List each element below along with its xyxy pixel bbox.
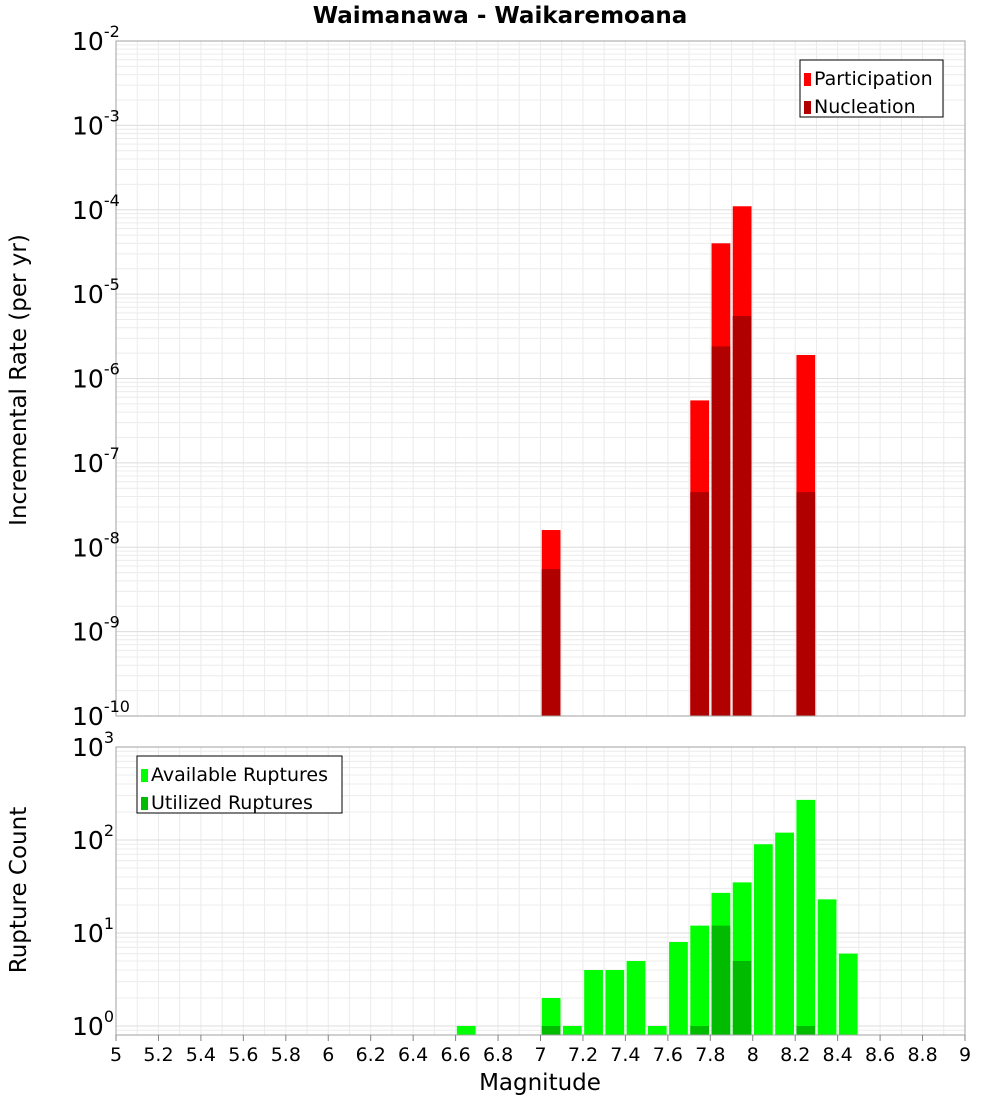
x-tick-label: 8 [747,1044,759,1066]
bar-nucleation [796,492,816,716]
bar-available-ruptures [584,969,603,1035]
bar-available-ruptures [626,960,646,1035]
bar-nucleation [732,316,752,716]
rate-y-ticks: 10-2 10-3 10-4 10-5 10-6 10-7 10-8 10-9 10-10 [72,22,130,731]
bar-available-ruptures [796,799,816,1035]
legend-label: Nucleation [814,96,916,118]
y-tick-label: 10-9 [72,613,120,647]
bar-nucleation [541,569,561,716]
x-axis-ticks: 5 5.2 5.4 5.6 5.8 6 6.2 6.4 6.6 6.8 7 7.2 7.4 7.6 7.8 8… [110,1035,971,1066]
legend-swatch [141,769,148,782]
bar-available-ruptures [605,969,625,1035]
legend-swatch [804,101,811,114]
bar-available-ruptures [541,997,561,1035]
bar-available-ruptures [690,925,710,1035]
x-tick-label: 5.4 [186,1044,216,1066]
legend-box [799,59,944,118]
y-tick-label: 10-8 [72,528,120,562]
bar-utilized-ruptures [711,925,731,1035]
x-tick-label: 8.2 [780,1044,810,1066]
x-tick-label: 6 [322,1044,334,1066]
x-tick-label: 8.4 [823,1044,853,1066]
bar-available-ruptures [838,953,858,1035]
x-tick-label: 6.2 [356,1044,386,1066]
x-tick-label: 7.4 [610,1044,640,1066]
chart-title: Waimanawa - Waikaremoana [313,3,688,29]
y-tick-label: 102 [72,821,114,855]
rate-panel: 10-2 10-3 10-4 10-5 10-6 10-7 10-8 10-9 10-10 In… [6,22,966,731]
legend-box [136,755,343,814]
count-legend: Available Ruptures Utilized Ruptures [136,755,343,814]
bar-available-ruptures [817,899,837,1035]
x-tick-label: 5.2 [143,1044,173,1066]
legend-label: Participation [814,68,933,90]
count-panel: 103 102 101 100 Rupture Count Available Rup… [6,728,966,1041]
legend-label: Utilized Ruptures [151,792,313,814]
y-tick-label: 100 [72,1007,114,1041]
x-tick-label: 8.6 [865,1044,895,1066]
legend-swatch [804,73,811,86]
y-tick-label: 10-6 [72,360,120,394]
x-tick-label: 6.6 [440,1044,470,1066]
legend-label: Available Ruptures [151,764,328,786]
y-tick-label: 103 [72,728,114,762]
x-tick-label: 8.8 [907,1044,937,1066]
bar-utilized-ruptures [732,960,752,1035]
rate-gridlines [115,41,966,717]
x-tick-label: 6.8 [483,1044,513,1066]
bar-available-ruptures [562,1025,582,1035]
bar-utilized-ruptures [796,1025,816,1035]
x-axis-label: Magnitude [479,1070,601,1096]
y-tick-label: 10-2 [72,22,120,56]
bar-available-ruptures [647,1025,667,1035]
rate-plot-frame [115,40,966,717]
x-tick-label: 7.6 [653,1044,683,1066]
x-tick-label: 9 [959,1044,971,1066]
count-y-ticks: 103 102 101 100 [72,728,114,1041]
bar-available-ruptures [753,844,773,1035]
bar-utilized-ruptures [690,1025,710,1035]
y-tick-label: 10-4 [72,191,120,225]
y-tick-label: 10-10 [72,697,130,731]
rate-legend: Participation Nucleation [799,59,944,118]
bar-available-ruptures [669,942,688,1035]
y-tick-label: 10-7 [72,444,120,478]
rate-y-axis-label: Incremental Rate (per yr) [6,234,32,526]
bar-available-ruptures [775,832,794,1035]
bar-available-ruptures [456,1025,476,1035]
bar-nucleation [711,346,731,716]
rate-bars [541,206,816,717]
count-bars [456,799,858,1035]
count-y-axis-label: Rupture Count [6,807,32,973]
y-tick-label: 101 [72,914,114,948]
y-tick-label: 10-5 [72,275,120,309]
bar-utilized-ruptures [541,1025,561,1035]
legend-swatch [141,797,148,810]
x-tick-label: 5.6 [228,1044,258,1066]
x-tick-label: 5 [110,1044,122,1066]
y-tick-label: 10-3 [72,106,120,140]
x-tick-label: 7.2 [568,1044,598,1066]
x-tick-label: 7.8 [695,1044,725,1066]
x-tick-label: 5.8 [271,1044,301,1066]
x-tick-label: 6.4 [398,1044,428,1066]
x-tick-label: 7 [534,1044,546,1066]
bar-nucleation [690,492,710,716]
